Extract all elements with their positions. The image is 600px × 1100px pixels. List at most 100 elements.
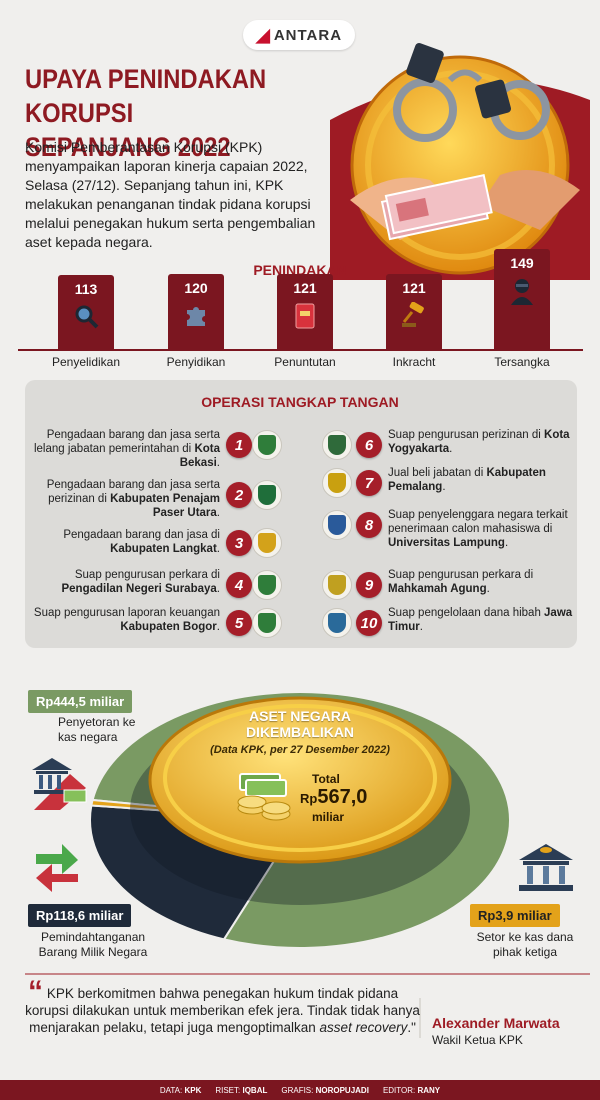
case-location: Mahkamah Agung bbox=[388, 583, 487, 595]
label-bmn: Pemindahtanganan Barang Milik Negara bbox=[38, 930, 148, 959]
case-text-end: . bbox=[216, 621, 220, 633]
bar-penuntutan: 121 bbox=[277, 273, 333, 349]
region-emblem-icon bbox=[322, 608, 352, 638]
third-party-bank-icon bbox=[519, 844, 573, 891]
case-text: Suap pengurusan perizinan di bbox=[388, 429, 545, 441]
region-emblem-icon bbox=[322, 430, 352, 460]
quote-text-end: ." bbox=[407, 1020, 416, 1035]
case-text: Suap penyelenggara negara terkait peneri… bbox=[388, 509, 568, 535]
aset-source: (Data KPK, per 27 Desember 2022) bbox=[210, 744, 390, 756]
ott-case-4: Suap pengurusan perkara di Pengadilan Ne… bbox=[30, 568, 220, 596]
quote-text-emphasis: asset recovery bbox=[319, 1020, 408, 1035]
gold-coin-rim bbox=[163, 704, 437, 852]
case-number-badge: 1 bbox=[226, 432, 252, 458]
title-line-2: SEPANJANG 2022 bbox=[25, 132, 231, 162]
amount-badge-pihak-ketiga: Rp3,9 miliar bbox=[470, 904, 560, 927]
magnifier-icon bbox=[58, 303, 114, 329]
law-book-icon bbox=[277, 302, 333, 330]
bar-inkracht: 121 bbox=[386, 273, 442, 349]
region-emblem-icon bbox=[252, 608, 282, 638]
case-text: Suap pengelolaan dana hibah bbox=[388, 607, 545, 619]
credits-footer: DATA: KPK RISET: IQBAL GRAFIS: NOROPUJADI E… bbox=[0, 1080, 600, 1100]
aset-heading-line2: DIKEMBALIKAN bbox=[245, 724, 355, 740]
ott-case-6: Suap pengurusan perizinan di Kota Yogyak… bbox=[388, 428, 578, 456]
case-location: Pengadilan Negeri Surabaya bbox=[61, 583, 217, 595]
case-location: Kota Yogyakarta bbox=[388, 429, 570, 455]
bar-value: 121 bbox=[293, 279, 317, 296]
region-emblem-icon bbox=[322, 510, 352, 540]
region-emblem-icon bbox=[252, 528, 282, 558]
case-text: Pengadaan barang dan jasa serta lelang j… bbox=[33, 429, 220, 455]
aset-total: Total Rp567,0 miliar bbox=[300, 772, 380, 824]
credit-item: GRAFIS: NOROPUJADI bbox=[281, 1085, 369, 1095]
case-text-end: . bbox=[216, 507, 220, 519]
case-text-end: . bbox=[419, 621, 423, 633]
logo-text: ANTARA bbox=[273, 26, 343, 44]
case-text-end: . bbox=[449, 443, 453, 455]
case-location: Universitas Lampung bbox=[388, 537, 505, 549]
amount-badge-kas-negara: Rp444,5 miliar bbox=[28, 690, 133, 713]
title-line-1: UPAYA PENINDAKAN KORUPSI bbox=[25, 64, 267, 128]
quote-author: Alexander Marwata bbox=[432, 1015, 560, 1031]
credit-item: RISET: IQBAL bbox=[215, 1085, 268, 1095]
case-number-badge: 9 bbox=[356, 572, 382, 598]
bar-penyelidikan: 113 bbox=[58, 274, 114, 349]
credit-value: IQBAL bbox=[242, 1085, 268, 1095]
chart-axis-line bbox=[18, 349, 583, 351]
case-text-end: . bbox=[486, 583, 490, 595]
case-text: Jual beli jabatan di bbox=[388, 467, 487, 479]
case-number-badge: 2 bbox=[226, 482, 252, 508]
ott-case-2: Pengadaan barang dan jasa serta perizina… bbox=[30, 478, 220, 520]
intro-paragraph: Komisi Pemberantasan Korupsi (KPK) menya… bbox=[25, 139, 316, 250]
credit-value: NOROPUJADI bbox=[315, 1085, 369, 1095]
case-text-end: . bbox=[442, 481, 446, 493]
bank-building-icon bbox=[32, 758, 87, 810]
aset-donut-chart bbox=[89, 691, 511, 949]
case-location: Kabupaten Pemalang bbox=[388, 467, 546, 493]
transfer-arrows-icon bbox=[36, 844, 78, 892]
bar-label: Tersangka bbox=[494, 355, 550, 369]
ott-heading: OPERASI TANGKAP TANGAN bbox=[201, 394, 399, 410]
ott-case-10: Suap pengelolaan dana hibah Jawa Timur. bbox=[388, 606, 578, 634]
case-number-badge: 7 bbox=[356, 470, 382, 496]
ott-case-8: Suap penyelenggara negara terkait peneri… bbox=[388, 508, 578, 550]
region-emblem-icon bbox=[252, 480, 282, 510]
region-emblem-icon bbox=[252, 430, 282, 460]
case-location: Kabupaten Bogor bbox=[120, 621, 217, 633]
region-emblem-icon bbox=[322, 570, 352, 600]
bar-tersangka: 149 bbox=[494, 249, 550, 349]
amount-badge-bmn: Rp118,6 miliar bbox=[28, 904, 132, 927]
case-text: Pengadaan barang dan jasa di bbox=[63, 529, 220, 541]
case-number-badge: 6 bbox=[356, 432, 382, 458]
credit-value: RANY bbox=[417, 1085, 441, 1095]
total-prefix: Rp bbox=[300, 791, 318, 806]
aset-heading: ASET NEGARA DIKEMBALIKAN bbox=[0, 708, 600, 740]
ott-case-9: Suap pengurusan perkara di Mahkamah Agun… bbox=[388, 568, 578, 596]
quote-text-main: KPK berkomitmen bahwa penegakan hukum ti… bbox=[25, 986, 420, 1035]
bar-value: 113 bbox=[74, 280, 98, 297]
bar-penyidikan: 120 bbox=[168, 273, 224, 349]
region-emblem-icon bbox=[322, 468, 352, 498]
case-location: Kabupaten Langkat bbox=[110, 543, 217, 555]
suspect-icon bbox=[494, 277, 550, 306]
ott-panel bbox=[25, 380, 577, 648]
case-text: Suap pengurusan perkara di bbox=[74, 569, 220, 581]
quote-author-role: Wakil Ketua KPK bbox=[432, 1033, 523, 1047]
handcuff-money-illustration bbox=[330, 43, 590, 280]
ott-case-1: Pengadaan barang dan jasa serta lelang j… bbox=[30, 428, 220, 470]
case-text: Suap pengurusan perkara di bbox=[388, 569, 534, 581]
credit-item: EDITOR: RANY bbox=[382, 1085, 441, 1095]
gavel-icon bbox=[386, 301, 442, 328]
case-number-badge: 4 bbox=[226, 572, 252, 598]
antara-mark-icon: ◢ bbox=[255, 24, 271, 45]
money-coins-icon bbox=[237, 773, 291, 821]
credit-value: KPK bbox=[184, 1085, 202, 1095]
ott-case-7: Jual beli jabatan di Kabupaten Pemalang. bbox=[388, 466, 578, 494]
page-title: UPAYA PENINDAKAN KORUPSI SEPANJANG 2022 bbox=[25, 62, 315, 164]
case-text-end: . bbox=[504, 537, 509, 549]
case-number-badge: 5 bbox=[226, 610, 252, 636]
credit-item: DATA: KPK bbox=[159, 1085, 202, 1095]
bar-value: 149 bbox=[510, 255, 534, 272]
aset-heading-line1: ASET NEGARA bbox=[249, 708, 351, 724]
